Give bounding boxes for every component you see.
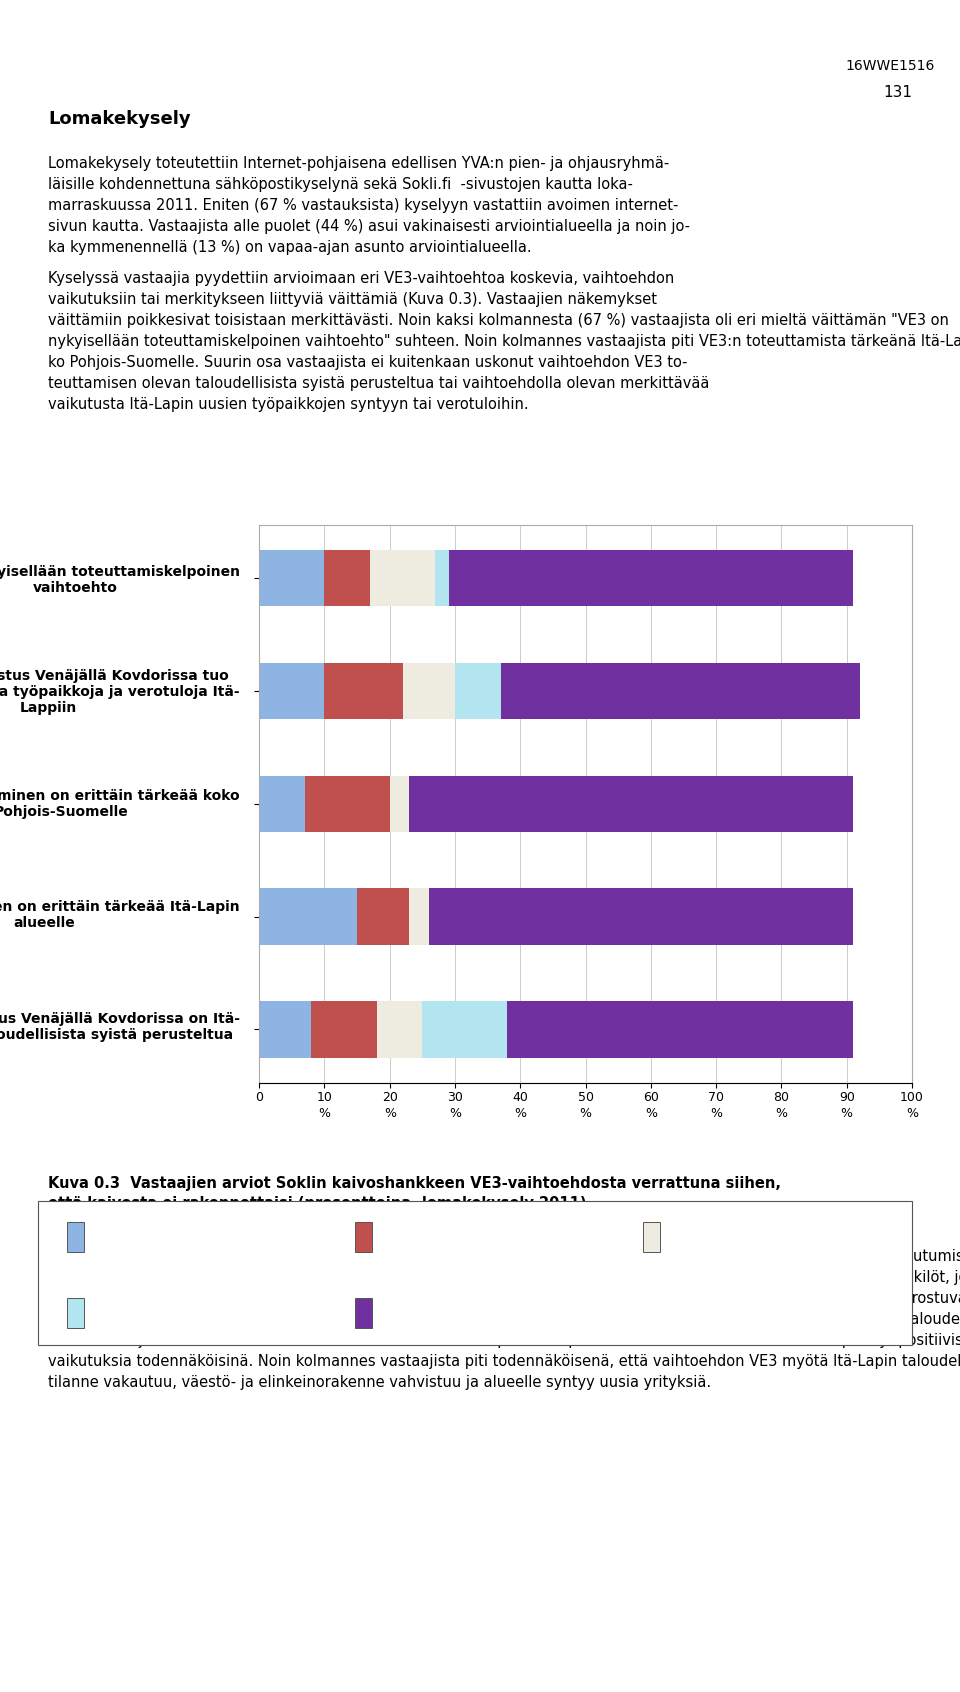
Bar <box>324 663 403 719</box>
Text: 131: 131 <box>883 85 912 100</box>
Bar <box>259 888 357 944</box>
Bar <box>305 775 390 832</box>
Bar <box>409 775 853 832</box>
Bar <box>507 1002 853 1058</box>
Text: 16WWE1516: 16WWE1516 <box>846 59 935 73</box>
Text: Jokseenkin samaa mieltä: Jokseenkin samaa mieltä <box>382 1230 556 1244</box>
Bar <box>436 550 448 606</box>
Text: Malmin jatkojalostus Venäjällä Kovdorissa tuo
merkittävästi uusia työpaikkoja ja: Malmin jatkojalostus Venäjällä Kovdoriss… <box>0 668 240 716</box>
Bar <box>429 888 853 944</box>
Text: Malmin jatkojalostus Venäjällä Kovdorissa on Itä-
Lapin alueella taloudellisista: Malmin jatkojalostus Venäjällä Kovdoriss… <box>0 1012 240 1042</box>
Bar <box>390 775 409 832</box>
Bar <box>403 663 455 719</box>
Text: Kuva 0.3  Vastaajien arviot Soklin kaivoshankkeen VE3-vaihtoehdosta verrattuna s: Kuva 0.3 Vastaajien arviot Soklin kaivos… <box>48 1176 781 1211</box>
Bar <box>259 1002 311 1058</box>
Bar <box>422 1002 507 1058</box>
Text: Kyselyssä vastaajia pyydettiin arvioimaan eri VE3-vaihtoehtoa koskevia, vaihtoeh: Kyselyssä vastaajia pyydettiin arvioimaa… <box>48 271 960 411</box>
Bar <box>448 550 853 606</box>
Bar <box>259 775 305 832</box>
Bar <box>376 1002 422 1058</box>
Bar <box>259 663 324 719</box>
Text: Täysin samaa mieltä: Täysin samaa mieltä <box>94 1230 237 1244</box>
Text: Lomakekysely: Lomakekysely <box>48 110 191 129</box>
Bar <box>371 550 436 606</box>
Bar <box>259 550 324 606</box>
Text: VE3:n toteuttaminen on erittäin tärkeää Itä-Lapin
alueelle: VE3:n toteuttaminen on erittäin tärkeää … <box>0 900 240 931</box>
Bar <box>324 550 371 606</box>
Text: VE3 on nykyisellään toteuttamiskelpoinen
vaihtoehto: VE3 on nykyisellään toteuttamiskelpoinen… <box>0 565 240 596</box>
Bar <box>409 888 429 944</box>
Bar <box>455 663 501 719</box>
Text: VE3:n toteuttaminen on erittäin tärkeää koko
Pohjois-Suomelle: VE3:n toteuttaminen on erittäin tärkeää … <box>0 788 240 819</box>
Text: Vastaajille esitettiin vaihtoehdon VE3 toteuttamisen liittyviä väittämiä ja heit: Vastaajille esitettiin vaihtoehdon VE3 t… <box>48 1249 960 1389</box>
Text: Lomakekysely toteutettiin Internet-pohjaisena edellisen YVA:n pien- ja ohjausryh: Lomakekysely toteutettiin Internet-pohja… <box>48 156 690 255</box>
Bar <box>357 888 409 944</box>
Text: En osaa sanoa: En osaa sanoa <box>670 1230 771 1244</box>
Bar <box>311 1002 376 1058</box>
Bar <box>501 663 860 719</box>
Text: Jokseenkin eri mieltä: Jokseenkin eri mieltä <box>94 1306 239 1320</box>
Text: Täysin eri mieltä: Täysin eri mieltä <box>382 1306 496 1320</box>
